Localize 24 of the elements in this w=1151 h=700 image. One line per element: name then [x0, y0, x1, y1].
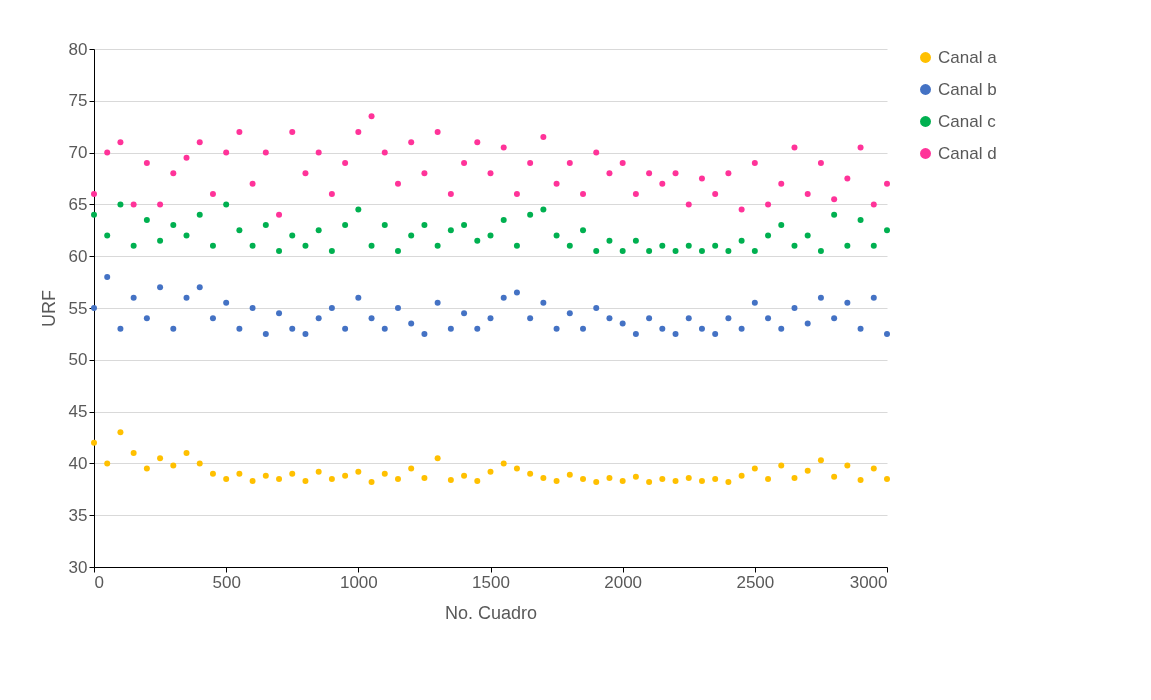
x-tick-label: 2000 [604, 572, 643, 592]
y-tick-label: 55 [68, 298, 88, 318]
y-tick-label: 70 [68, 143, 88, 163]
y-tick-label: 35 [68, 505, 88, 525]
x-tick-label: 1000 [339, 572, 378, 592]
legend-label: Canal b [938, 79, 997, 99]
x-tick-label: 500 [212, 572, 241, 592]
x-axis-title: No. Cuadro [444, 602, 538, 623]
y-tick-label: 50 [68, 350, 88, 370]
y-tick-label: 75 [68, 91, 88, 111]
y-tick-label: 45 [68, 402, 88, 422]
y-tick-label: 80 [68, 39, 88, 59]
y-tick-label: 60 [68, 246, 88, 266]
y-tick-label: 65 [68, 194, 88, 214]
legend-label: Canal a [938, 47, 998, 67]
x-tick-label: 3000 [849, 572, 888, 592]
legend-label: Canal c [938, 111, 997, 131]
x-tick-label: 0 [94, 572, 104, 592]
x-tick-label: 1500 [472, 572, 510, 592]
y-tick-label: 40 [68, 453, 88, 473]
x-tick-label: 2500 [736, 572, 775, 592]
y-tick-label: 30 [68, 557, 88, 577]
y-axis-title: URF [38, 290, 59, 327]
legend-label: Canal d [938, 143, 997, 163]
